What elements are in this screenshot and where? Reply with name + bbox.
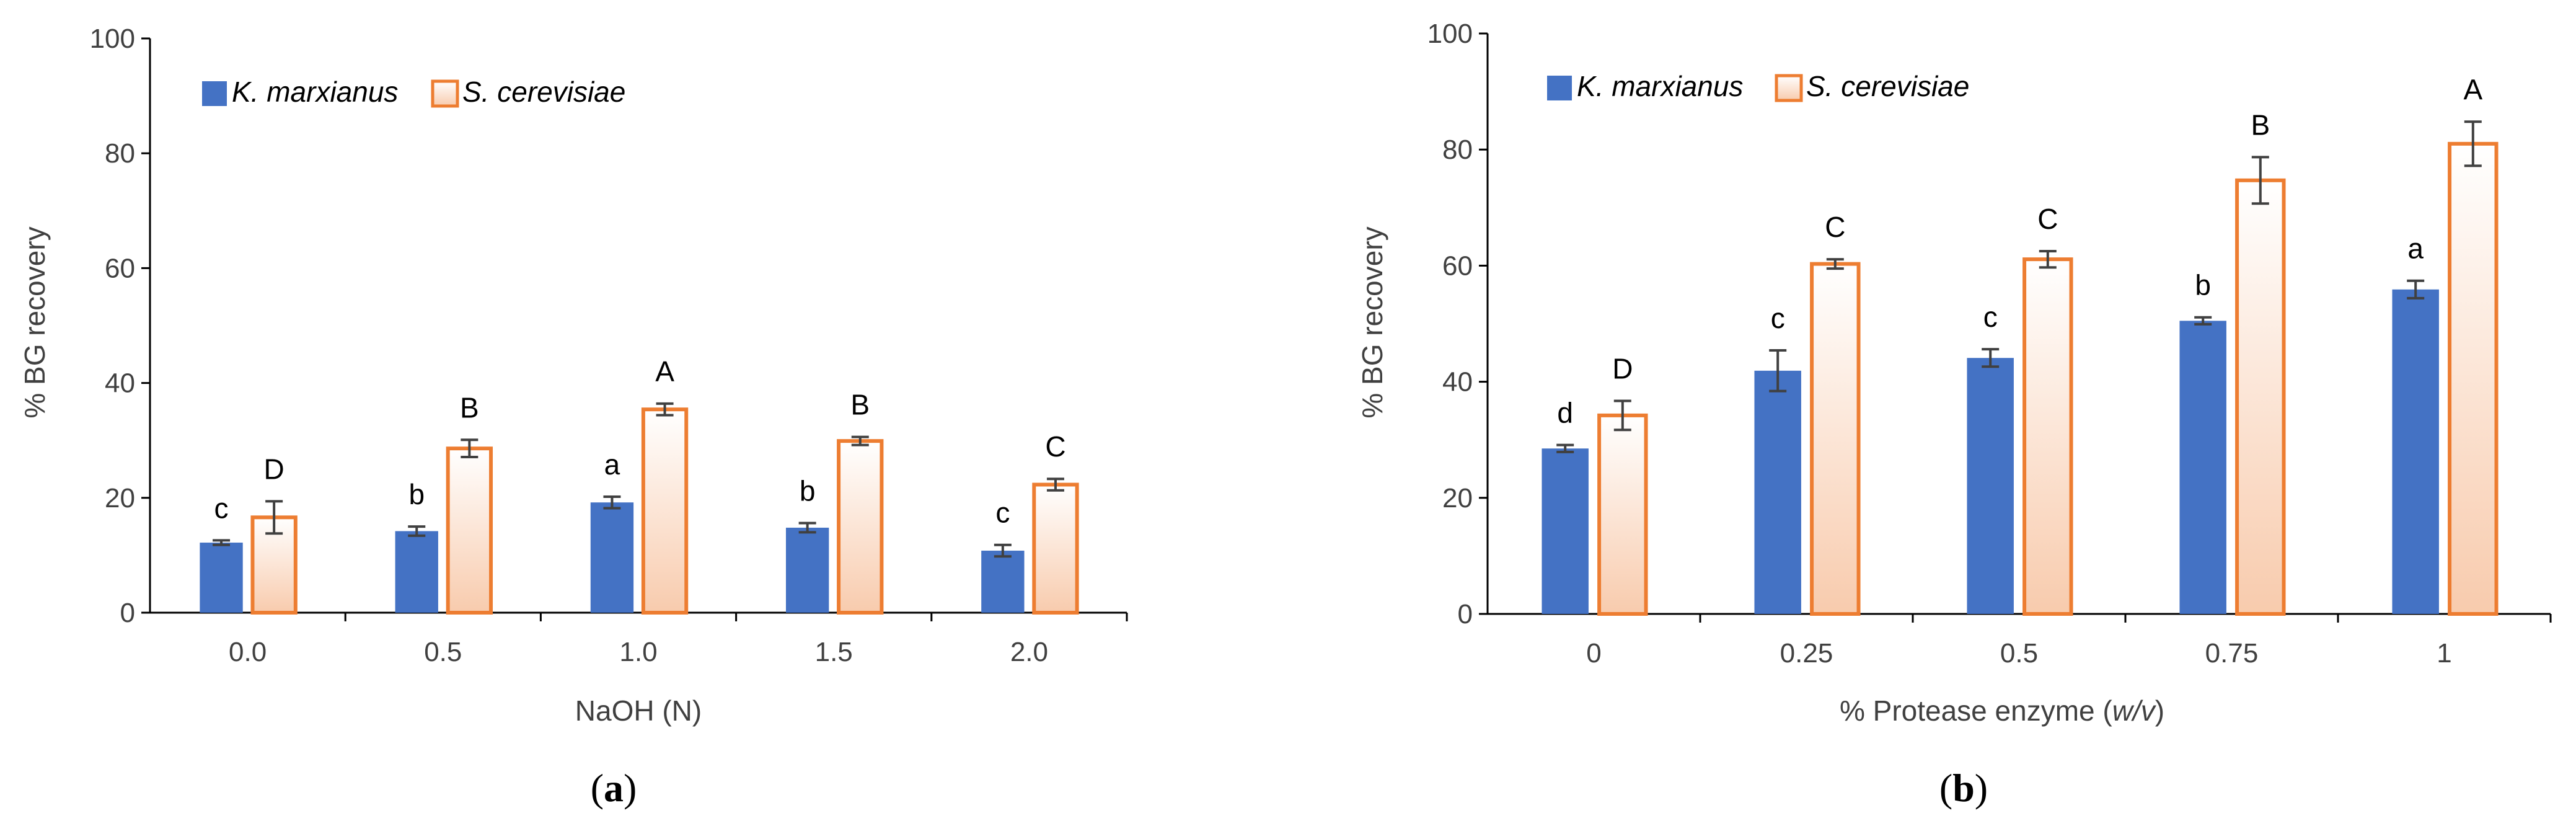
y-tick-label-b: 60 (1442, 251, 1473, 281)
y-tick-label-b: 100 (1427, 19, 1473, 49)
x-axis-title-b-main: % Protease enzyme ( (1840, 695, 2112, 727)
legend-swatch-k-marxianus-a (202, 81, 227, 106)
significance-letter-a: c (995, 497, 1010, 529)
significance-letter-a: b (408, 478, 425, 510)
bar-s-cerevisiae-a (837, 439, 884, 615)
significance-letter-b: d (1557, 397, 1573, 429)
bar-k-marxianus-a (785, 527, 829, 613)
significance-letter-a: A (655, 355, 674, 388)
y-tick-label-a: 100 (90, 24, 135, 54)
bar-k-marxianus-a (200, 543, 243, 613)
bar-k-marxianus-b (1754, 370, 1801, 614)
y-tick-label-a: 40 (105, 368, 135, 399)
legend-label-s-cerevisiae-b: S. cerevisiae (1806, 70, 1969, 102)
bar-s-cerevisiae-b (2235, 178, 2286, 616)
legend-label-k-marxianus-b: K. marxianus (1577, 70, 1743, 102)
x-tick-label-b: 0.5 (2000, 638, 2038, 668)
bar-k-marxianus-a (395, 531, 438, 613)
significance-letter-b: D (1612, 352, 1633, 384)
x-tick-label-a: 0.0 (229, 637, 267, 667)
significance-letter-b: a (2407, 233, 2424, 265)
bar-s-cerevisiae-a (446, 446, 493, 615)
x-axis-title-b: % Protease enzyme (w/v) (1840, 695, 2164, 727)
bar-s-cerevisiae-a (641, 407, 689, 615)
panel-label-a: (a) (591, 766, 637, 810)
y-tick-label-a: 60 (105, 253, 135, 283)
significance-letter-b: b (2195, 269, 2211, 301)
bar-s-cerevisiae-b (1597, 413, 1648, 616)
y-axis-title-a: % BG recovery (19, 226, 51, 418)
plot-area-a: 0 20 40 60 80 100 0.0 c D 0.5 b B 1.0 a A 1.5 b B 2.0 c C (90, 24, 1128, 667)
significance-letter-b: c (1983, 301, 1998, 333)
bar-k-marxianus-b (2392, 289, 2439, 614)
y-tick-label-b: 0 (1458, 599, 1473, 629)
significance-letter-b: B (2251, 109, 2270, 141)
significance-letter-a: b (800, 475, 816, 507)
significance-letter-b: A (2463, 73, 2482, 105)
bar-s-cerevisiae-a (1032, 482, 1079, 615)
x-axis-title-a: NaOH (N) (575, 695, 702, 727)
x-tick-label-a: 1.0 (619, 637, 657, 667)
legend-swatch-s-cerevisiae-a (431, 79, 459, 108)
x-tick-label-a: 1.5 (815, 637, 853, 667)
significance-letter-b: c (1771, 302, 1785, 334)
x-tick-label-b: 0.75 (2205, 638, 2259, 668)
x-tick-label-a: 2.0 (1010, 637, 1048, 667)
legend-swatch-k-marxianus-b (1547, 76, 1572, 100)
x-tick-label-a: 0.5 (424, 637, 462, 667)
x-tick-label-b: 0.25 (1780, 638, 1833, 668)
y-tick-label-b: 80 (1442, 135, 1473, 165)
significance-letter-b: C (1825, 211, 1845, 243)
bar-k-marxianus-b (1967, 358, 2014, 614)
x-tick-label-b: 1 (2437, 638, 2451, 668)
bar-k-marxianus-a (981, 550, 1025, 613)
y-axis-title-b: % BG recovery (1356, 226, 1388, 418)
significance-letter-b: C (2037, 203, 2058, 235)
bar-k-marxianus-b (1542, 448, 1589, 614)
significance-letter-a: D (264, 453, 285, 485)
panel-label-letter-a: a (604, 766, 624, 810)
chart-panel-b: % BG recovery % Protease enzyme (w/v) (b… (1356, 19, 2552, 810)
x-tick-label-b: 0 (1586, 638, 1601, 668)
y-tick-label-a: 80 (105, 138, 135, 169)
significance-letter-a: a (604, 448, 620, 481)
significance-letter-a: c (214, 492, 229, 524)
legend-swatch-s-cerevisiae-b (1775, 74, 1803, 102)
bar-k-marxianus-a (590, 502, 634, 613)
bar-k-marxianus-b (2179, 321, 2226, 614)
x-axis-title-b-suffix: ) (2155, 695, 2164, 727)
panel-label-letter-b: b (1952, 766, 1975, 810)
y-tick-label-a: 20 (105, 483, 135, 513)
y-tick-label-a: 0 (120, 598, 135, 628)
significance-letter-a: B (460, 391, 479, 424)
panel-label-b: (b) (1939, 766, 1988, 810)
bar-s-cerevisiae-b (2022, 257, 2073, 616)
legend-b: K. marxianus S. cerevisiae (1547, 70, 1969, 102)
bar-s-cerevisiae-b (2448, 141, 2499, 616)
legend-label-k-marxianus-a: K. marxianus (232, 76, 398, 108)
legend-a: K. marxianus S. cerevisiae (202, 76, 625, 108)
significance-letter-a: B (850, 389, 870, 421)
x-axis-title-b-unit: w/v (2112, 695, 2157, 727)
bar-s-cerevisiae-b (1810, 262, 1861, 616)
plot-area-b: 0 20 40 60 80 100 0 d D 0.25 c C 0.5 c C 0.75 b B 1 a A (1427, 19, 2552, 668)
y-tick-label-b: 20 (1442, 483, 1473, 513)
chart-panel-a: % BG recovery NaOH (N) (a) K. marxianus … (19, 24, 1128, 810)
significance-letter-a: C (1045, 430, 1065, 463)
y-tick-label-b: 40 (1442, 367, 1473, 397)
legend-label-s-cerevisiae-a: S. cerevisiae (462, 76, 625, 108)
